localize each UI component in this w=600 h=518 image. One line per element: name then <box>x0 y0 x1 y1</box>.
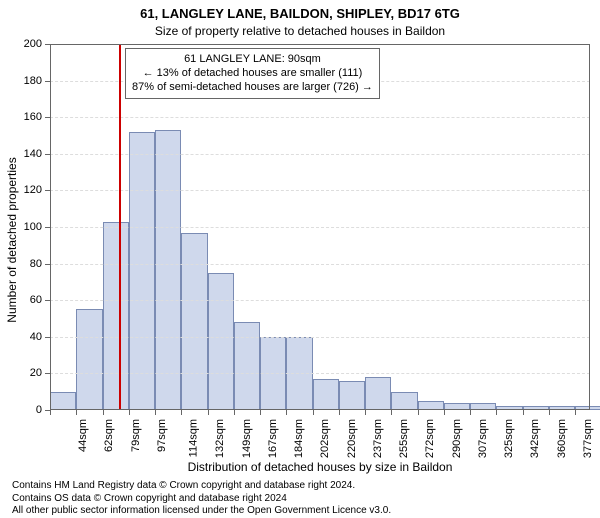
y-tick-label: 0 <box>0 404 42 416</box>
x-tick <box>181 410 182 415</box>
x-tick <box>575 410 576 415</box>
y-tick <box>45 117 50 118</box>
x-tick-label: 184sqm <box>293 419 305 458</box>
annotation-box: 61 LANGLEY LANE: 90sqm ← 13% of detached… <box>125 48 380 99</box>
y-tick <box>45 154 50 155</box>
y-tick-label: 40 <box>0 331 42 343</box>
x-tick-label: 377sqm <box>582 419 594 458</box>
x-tick-label: 342sqm <box>529 419 541 458</box>
x-tick-label: 149sqm <box>241 419 253 458</box>
annotation-line2: ← 13% of detached houses are smaller (11… <box>132 67 373 81</box>
footer-line1: Contains HM Land Registry data © Crown c… <box>12 480 391 493</box>
y-tick-label: 60 <box>0 294 42 306</box>
x-tick-label: 360sqm <box>556 419 568 458</box>
x-tick <box>496 410 497 415</box>
x-tick <box>50 410 51 415</box>
x-tick <box>391 410 392 415</box>
y-tick-label: 100 <box>0 221 42 233</box>
x-tick-label: 325sqm <box>503 419 515 458</box>
x-tick <box>103 410 104 415</box>
x-tick-label: 79sqm <box>130 419 142 452</box>
footer-line3: All other public sector information lice… <box>12 505 391 518</box>
footer-line2: Contains OS data © Crown copyright and d… <box>12 493 391 506</box>
y-tick-label: 180 <box>0 75 42 87</box>
x-tick <box>470 410 471 415</box>
x-tick <box>260 410 261 415</box>
y-tick <box>45 337 50 338</box>
x-tick <box>313 410 314 415</box>
y-tick-label: 200 <box>0 38 42 50</box>
x-tick <box>129 410 130 415</box>
y-tick-label: 140 <box>0 148 42 160</box>
x-tick <box>76 410 77 415</box>
x-tick-label: 272sqm <box>424 419 436 458</box>
y-tick <box>45 227 50 228</box>
footer-text: Contains HM Land Registry data © Crown c… <box>12 480 391 518</box>
x-tick <box>339 410 340 415</box>
x-tick-label: 62sqm <box>103 419 115 452</box>
y-tick <box>45 44 50 45</box>
annotation-line3: 87% of semi-detached houses are larger (… <box>132 81 373 95</box>
x-tick <box>523 410 524 415</box>
y-tick <box>45 264 50 265</box>
y-tick-label: 120 <box>0 184 42 196</box>
x-tick <box>286 410 287 415</box>
x-tick-label: 44sqm <box>77 419 89 452</box>
x-tick-label: 307sqm <box>477 419 489 458</box>
x-tick <box>444 410 445 415</box>
x-tick-label: 220sqm <box>346 419 358 458</box>
plot-area: 61 LANGLEY LANE: 90sqm ← 13% of detached… <box>50 44 590 410</box>
annotation-line1: 61 LANGLEY LANE: 90sqm <box>132 53 373 67</box>
x-axis-title: Distribution of detached houses by size … <box>50 460 590 474</box>
x-tick <box>418 410 419 415</box>
x-tick <box>234 410 235 415</box>
x-tick-label: 167sqm <box>267 419 279 458</box>
x-tick-label: 237sqm <box>372 419 384 458</box>
x-tick <box>155 410 156 415</box>
y-tick <box>45 373 50 374</box>
x-tick <box>208 410 209 415</box>
y-tick <box>45 300 50 301</box>
x-tick <box>365 410 366 415</box>
x-tick-label: 114sqm <box>187 419 199 457</box>
y-tick-label: 20 <box>0 367 42 379</box>
y-tick <box>45 190 50 191</box>
x-tick <box>549 410 550 415</box>
x-tick-label: 97sqm <box>156 419 168 452</box>
chart-subtitle: Size of property relative to detached ho… <box>0 24 600 38</box>
y-tick-label: 160 <box>0 111 42 123</box>
x-tick-label: 202sqm <box>319 419 331 458</box>
y-tick <box>45 81 50 82</box>
y-tick-label: 80 <box>0 258 42 270</box>
x-tick-label: 255sqm <box>398 419 410 458</box>
x-tick-label: 132sqm <box>214 419 226 458</box>
x-tick-label: 290sqm <box>451 419 463 458</box>
chart-title: 61, LANGLEY LANE, BAILDON, SHIPLEY, BD17… <box>0 6 600 21</box>
